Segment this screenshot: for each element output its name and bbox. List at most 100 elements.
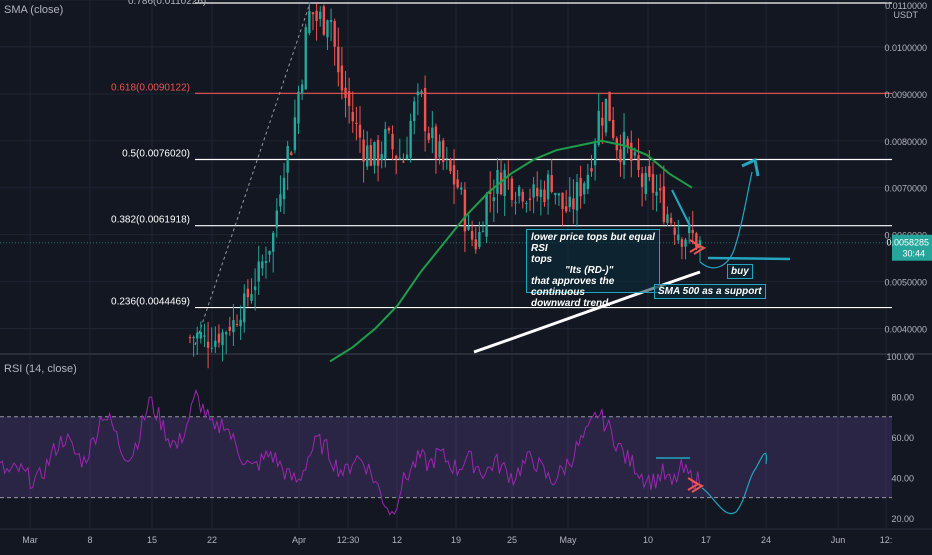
candle-body-68 xyxy=(434,126,438,159)
rsi-tick-1: 80.00 xyxy=(891,392,914,402)
projection-arrowhead xyxy=(741,157,760,177)
candle-body-135 xyxy=(677,234,680,241)
candle-body-83 xyxy=(489,191,492,195)
candle-body-104 xyxy=(564,206,568,212)
indicator-label[interactable]: SMA (close) xyxy=(4,4,64,16)
candle-body-64 xyxy=(420,91,423,93)
rsi-pane[interactable]: 100.00 80.00 60.00 40.00 20.00 xyxy=(0,352,932,528)
fibonacci-levels[interactable]: 0.786(0.0110226) 0.618(0.0090122) 0.5(0.00… xyxy=(111,0,892,346)
candle-body-81 xyxy=(481,231,485,233)
fib-label-1: 0.5(0.0076020) xyxy=(122,148,190,159)
sma-support-label[interactable]: SMA 500 as a support xyxy=(654,284,766,299)
candle-body-92 xyxy=(521,191,524,202)
time-tick-12: 24 xyxy=(761,535,771,545)
candle-body-12 xyxy=(232,320,235,333)
candle-body-17 xyxy=(250,293,253,301)
candle-body-102 xyxy=(557,193,561,196)
candle-body-134 xyxy=(673,227,676,235)
candle-body-46 xyxy=(355,122,358,124)
candle-body-70 xyxy=(441,140,445,162)
candle-body-14 xyxy=(239,319,242,327)
candle-body-126 xyxy=(644,172,647,194)
candle-body-96 xyxy=(536,187,539,197)
candle-body-49 xyxy=(366,145,369,167)
candle-body-95 xyxy=(532,184,535,198)
candle-body-38 xyxy=(326,20,329,38)
candle-body-47 xyxy=(358,124,362,138)
price-tick-1: 0.0100000 xyxy=(884,43,927,53)
candle-body-99 xyxy=(546,174,550,200)
candle-body-53 xyxy=(380,154,383,160)
candle-body-36 xyxy=(319,11,322,20)
sma500-support-line xyxy=(473,270,701,354)
candle-body-65 xyxy=(423,87,427,132)
currency-label: USDT xyxy=(894,10,919,20)
price-zigzag-marker xyxy=(689,239,707,255)
candle-body-90 xyxy=(514,202,517,204)
candle-body-100 xyxy=(550,175,553,192)
price-projection-curve xyxy=(699,171,753,269)
candle-body-103 xyxy=(561,192,564,210)
rsi-label[interactable]: RSI (14, close) xyxy=(4,363,77,375)
candle-body-115 xyxy=(604,98,608,133)
time-axis[interactable]: Mar 8 15 22 Apr 12:30 12 19 25 May 10 17 24 Jun 12: xyxy=(0,528,932,545)
time-tick-3: 22 xyxy=(207,535,217,545)
fib-top-label: 0.786(0.0110226) xyxy=(128,0,206,7)
fib-label-0: 0.618(0.0090122) xyxy=(111,82,190,93)
candle-body-106 xyxy=(572,198,575,210)
note-line-1: lower price tops but equal RSI xyxy=(531,232,655,254)
candle-body-62 xyxy=(413,101,416,121)
trend-drawings[interactable] xyxy=(0,157,892,354)
fib-anchor-line xyxy=(194,2,311,346)
candle-body-9 xyxy=(221,332,224,346)
candle-body-110 xyxy=(586,174,590,190)
candle-body-86 xyxy=(499,172,503,195)
candle-body-116 xyxy=(608,91,611,121)
candle-body-27 xyxy=(286,145,289,173)
buy-label[interactable]: buy xyxy=(727,264,753,279)
rsi-line xyxy=(0,388,701,516)
divergence-note[interactable]: lower price tops but equal RSI tops "Its… xyxy=(526,229,660,309)
candle-body-82 xyxy=(485,193,488,237)
candle-body-114 xyxy=(601,117,604,126)
horizontal-projection xyxy=(707,256,791,261)
current-price: 0.0058285 xyxy=(886,238,929,248)
price-axis[interactable]: 0.0110000 0.0100000 0.0090000 0.0080000 0.00… xyxy=(884,0,932,352)
candle-body-44 xyxy=(347,91,351,107)
price-tick-4: 0.0070000 xyxy=(884,184,927,194)
candle-body-130 xyxy=(659,188,662,191)
candle-body-8 xyxy=(217,333,221,343)
candle-body-2 xyxy=(196,332,199,339)
time-tick-8: 25 xyxy=(507,535,517,545)
fib-label-2: 0.382(0.0061918) xyxy=(111,215,190,226)
candle-body-112 xyxy=(593,143,597,166)
candle-body-15 xyxy=(243,293,246,323)
candle-body-84 xyxy=(492,197,496,202)
price-tick-3: 0.0080000 xyxy=(884,137,927,147)
candle-body-76 xyxy=(463,189,467,232)
candle-body-127 xyxy=(648,166,651,177)
candle-body-10 xyxy=(224,332,228,335)
price-tick-6: 0.0050000 xyxy=(884,278,927,288)
candle-body-74 xyxy=(456,179,459,188)
candle-body-97 xyxy=(539,189,543,198)
note-line-2: tops xyxy=(531,254,553,265)
current-price-badge xyxy=(892,234,932,261)
price-tick-7: 0.0040000 xyxy=(884,325,927,335)
candle-body-50 xyxy=(369,145,373,166)
candle-body-11 xyxy=(228,326,231,331)
candle-body-139 xyxy=(691,230,694,234)
candle-body-16 xyxy=(246,288,250,298)
candle-body-91 xyxy=(517,186,521,197)
candle-body-7 xyxy=(214,340,217,347)
candle-body-78 xyxy=(470,230,474,240)
time-tick-4: Apr xyxy=(292,535,306,545)
candle-body-108 xyxy=(579,177,582,197)
candle-body-124 xyxy=(637,155,640,170)
time-tick-14: 12: xyxy=(880,535,893,545)
candle-body-60 xyxy=(405,154,409,160)
candle-body-107 xyxy=(575,182,579,211)
candle-body-129 xyxy=(655,191,658,196)
